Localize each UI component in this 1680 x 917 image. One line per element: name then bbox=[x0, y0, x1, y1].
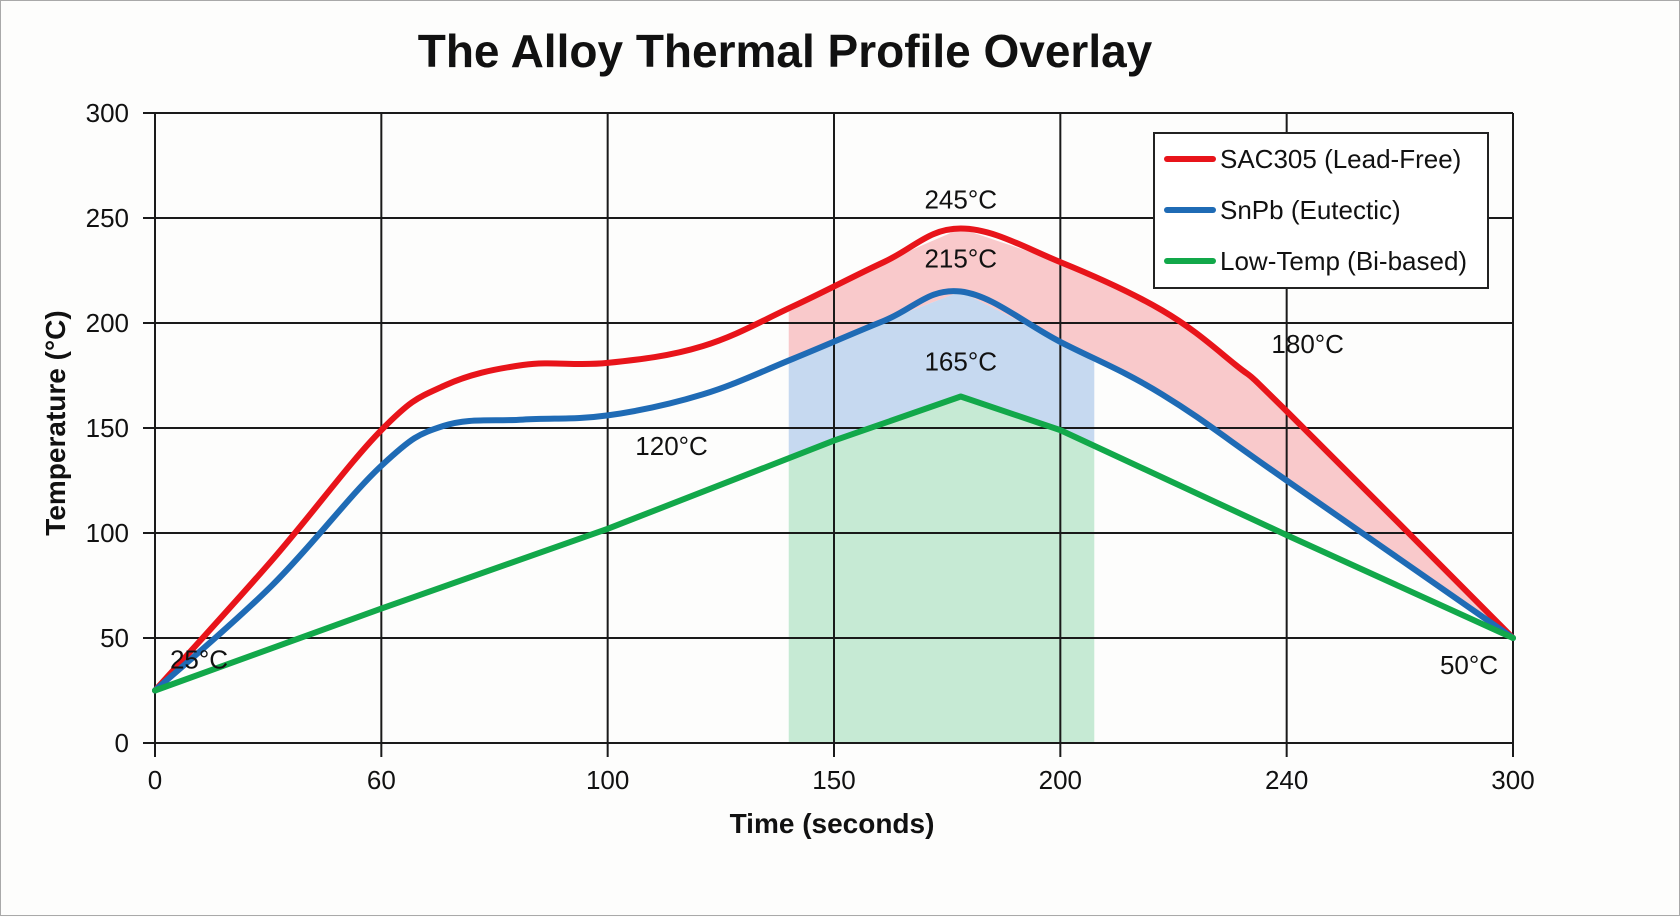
grid-layer bbox=[143, 112, 1514, 757]
series-line-1 bbox=[152, 288, 1516, 694]
x-tick-label: 200 bbox=[1039, 765, 1082, 795]
y-axis-label: Temperature (°C) bbox=[40, 310, 71, 535]
x-axis-label: Time (seconds) bbox=[730, 808, 935, 839]
series-line-0 bbox=[152, 225, 1516, 694]
annotation-label: 215°C bbox=[924, 244, 997, 274]
x-tick-label: 150 bbox=[812, 765, 855, 795]
y-tick-label: 50 bbox=[100, 623, 129, 653]
annotation-label: 25°C bbox=[170, 645, 228, 675]
annotation-label: 245°C bbox=[924, 185, 997, 215]
x-tick-label: 240 bbox=[1265, 765, 1308, 795]
legend-label: SAC305 (Lead-Free) bbox=[1220, 144, 1461, 174]
y-tick-labels: 0 50 100 150 200 250 300 bbox=[86, 98, 129, 758]
legend-label: Low-Temp (Bi-based) bbox=[1220, 246, 1467, 276]
fill-below-green bbox=[788, 396, 1095, 743]
annotations-layer: 245°C 215°C 165°C 120°C 180°C 25°C 50°C bbox=[170, 185, 1498, 681]
chart-title: The Alloy Thermal Profile Overlay bbox=[418, 25, 1153, 77]
fill-between-red-blue bbox=[788, 229, 1513, 638]
annotation-label: 120°C bbox=[635, 431, 708, 461]
y-tick-label: 250 bbox=[86, 203, 129, 233]
legend: SAC305 (Lead-Free) SnPb (Eutectic) Low-Tem… bbox=[1153, 132, 1489, 289]
y-tick-label: 200 bbox=[86, 308, 129, 338]
series-layer bbox=[152, 225, 1516, 694]
series-line-2 bbox=[152, 393, 1516, 694]
y-tick-label: 0 bbox=[115, 728, 129, 758]
y-tick-label: 100 bbox=[86, 518, 129, 548]
annotation-label: 165°C bbox=[924, 347, 997, 377]
x-tick-label: 300 bbox=[1491, 765, 1534, 795]
annotation-label: 50°C bbox=[1440, 650, 1498, 680]
y-tick-label: 300 bbox=[86, 98, 129, 128]
x-tick-label: 0 bbox=[148, 765, 162, 795]
x-tick-labels: 0 60 100 150 200 240 300 bbox=[148, 765, 1535, 795]
x-tick-label: 60 bbox=[367, 765, 396, 795]
fill-between-blue-green bbox=[788, 291, 1095, 459]
fills-layer bbox=[788, 229, 1513, 743]
annotation-label: 180°C bbox=[1271, 329, 1344, 359]
legend-label: SnPb (Eutectic) bbox=[1220, 195, 1401, 225]
x-tick-label: 100 bbox=[586, 765, 629, 795]
y-tick-label: 150 bbox=[86, 413, 129, 443]
